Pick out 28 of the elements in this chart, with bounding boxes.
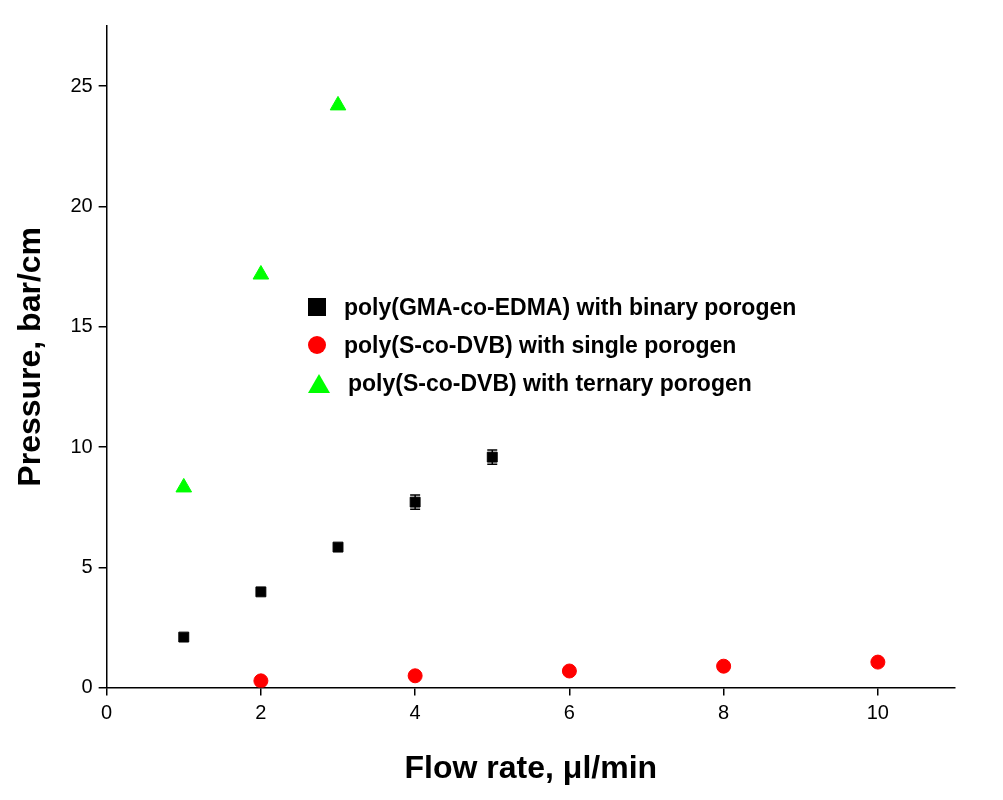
y-tick-label: 15: [70, 314, 93, 337]
y-tick-label: 0: [81, 675, 93, 698]
legend-label: poly(GMA-co-EDMA) with binary porogen: [344, 293, 797, 321]
y-tick-label: 5: [81, 554, 93, 577]
x-tick-label: 6: [563, 701, 575, 724]
point: [252, 265, 270, 280]
point: [255, 586, 267, 598]
x-axis-title: Flow rate, μl/min: [404, 748, 658, 785]
x-tick-label: 4: [409, 701, 421, 724]
x-tick-label: 0: [101, 701, 113, 724]
point: [870, 654, 886, 670]
y-tick-label: 20: [70, 193, 93, 216]
point: [178, 631, 190, 643]
legend-label: poly(S-co-DVB) with single porogen: [344, 331, 737, 359]
point: [561, 663, 577, 679]
point: [716, 658, 732, 674]
point: [329, 95, 347, 111]
point: [332, 541, 344, 553]
point: [175, 477, 193, 493]
y-axis-title: Pressure, bar/cm: [11, 226, 48, 487]
x-tick-label: 8: [718, 701, 730, 724]
legend-label: poly(S-co-DVB) with ternary porogen: [348, 369, 752, 397]
x-tick-label: 10: [866, 701, 889, 724]
point: [407, 668, 423, 684]
y-tick-label: 25: [70, 73, 93, 96]
y-tick-label: 10: [70, 434, 93, 457]
x-tick-label: 2: [255, 701, 267, 724]
point: [253, 673, 269, 688]
